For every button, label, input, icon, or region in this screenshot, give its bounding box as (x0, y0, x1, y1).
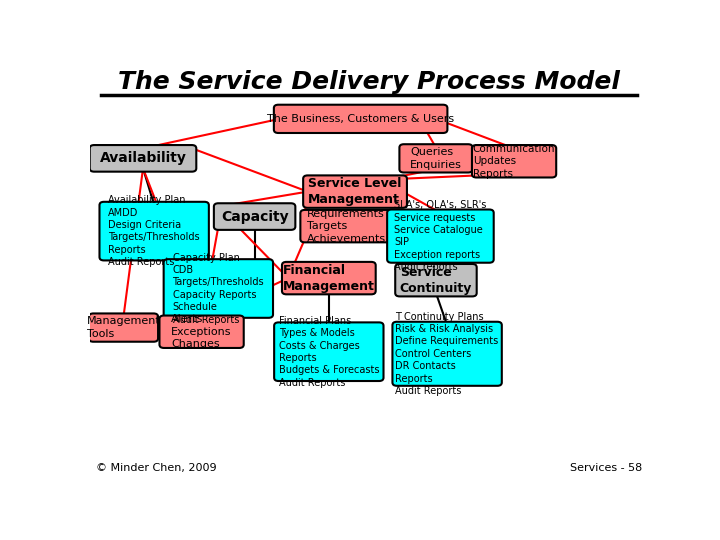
FancyBboxPatch shape (163, 259, 273, 318)
FancyBboxPatch shape (303, 176, 407, 208)
Text: The Business, Customers & Users: The Business, Customers & Users (267, 114, 454, 124)
FancyBboxPatch shape (99, 202, 209, 260)
Text: Availability: Availability (99, 151, 186, 165)
FancyBboxPatch shape (282, 262, 376, 294)
Text: Alerts
Exceptions
Changes: Alerts Exceptions Changes (171, 314, 232, 349)
Text: Requirements
Targets
Achievements: Requirements Targets Achievements (307, 209, 386, 244)
Text: Services - 58: Services - 58 (570, 463, 642, 473)
FancyBboxPatch shape (395, 264, 477, 296)
Text: Service Level
Management: Service Level Management (308, 177, 402, 206)
FancyBboxPatch shape (387, 210, 494, 263)
FancyBboxPatch shape (214, 203, 295, 230)
FancyBboxPatch shape (400, 144, 472, 172)
FancyBboxPatch shape (159, 315, 244, 348)
Text: SLA's, OLA's, SLR's
Service requests
Service Catalogue
SIP
Exception reports
Aud: SLA's, OLA's, SLR's Service requests Ser… (395, 200, 487, 272)
FancyBboxPatch shape (89, 313, 158, 342)
FancyBboxPatch shape (300, 210, 393, 242)
Text: The Service Delivery Process Model: The Service Delivery Process Model (118, 70, 620, 94)
Text: Capacity Plan
CDB
Targets/Thresholds
Capacity Reports
Schedule
Audit Reports: Capacity Plan CDB Targets/Thresholds Cap… (173, 253, 264, 325)
Text: © Minder Chen, 2009: © Minder Chen, 2009 (96, 463, 216, 473)
Text: Management
Tools: Management Tools (86, 316, 161, 339)
FancyBboxPatch shape (472, 145, 557, 178)
Text: T Continuity Plans
Risk & Risk Analysis
Define Requirements
Control Centers
DR C: T Continuity Plans Risk & Risk Analysis … (395, 312, 499, 396)
Text: Financial Plans
Types & Models
Costs & Charges
Reports
Budgets & Forecasts
Audit: Financial Plans Types & Models Costs & C… (279, 316, 379, 388)
Text: Capacity: Capacity (221, 210, 289, 224)
FancyBboxPatch shape (274, 105, 447, 133)
Text: Communication
Updates
Reports: Communication Updates Reports (473, 144, 555, 179)
Text: Financial
Management: Financial Management (283, 264, 375, 293)
Text: Service
Continuity: Service Continuity (400, 266, 472, 295)
Text: Availability Plan
AMDD
Design Criteria
Targets/Thresholds
Reports
Audit Reports: Availability Plan AMDD Design Criteria T… (108, 195, 200, 267)
FancyBboxPatch shape (392, 322, 502, 386)
FancyBboxPatch shape (274, 322, 384, 381)
Text: Queries
Enquiries: Queries Enquiries (410, 147, 462, 170)
FancyBboxPatch shape (90, 145, 197, 172)
